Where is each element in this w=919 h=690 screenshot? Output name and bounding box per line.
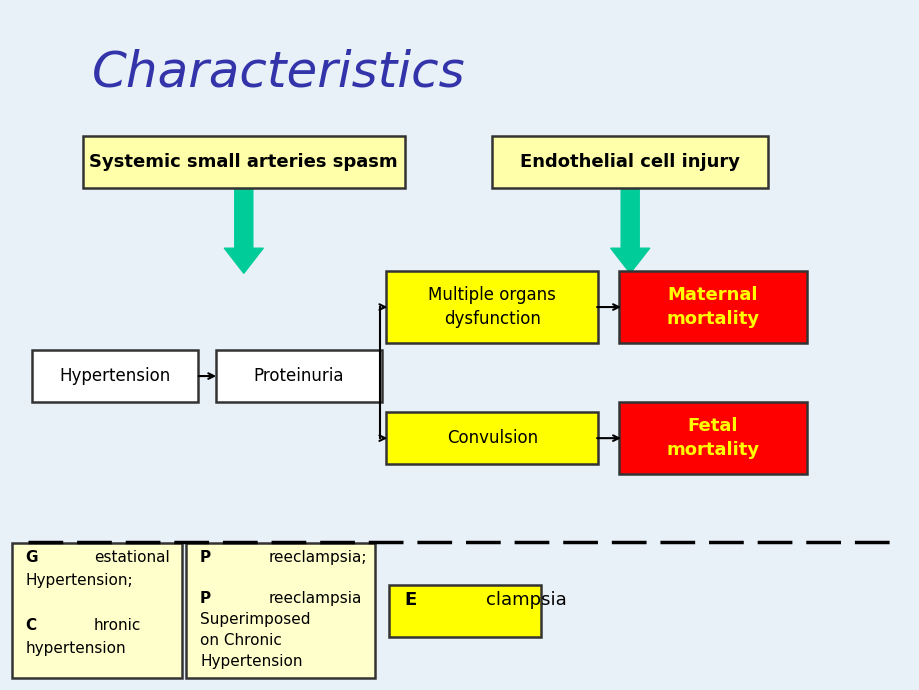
Text: on Chronic: on Chronic bbox=[200, 633, 281, 648]
Text: Convulsion: Convulsion bbox=[446, 429, 538, 447]
FancyBboxPatch shape bbox=[386, 413, 597, 464]
Text: Endothelial cell injury: Endothelial cell injury bbox=[519, 153, 740, 171]
Text: Superimposed: Superimposed bbox=[200, 612, 311, 627]
FancyBboxPatch shape bbox=[32, 351, 198, 402]
Text: reeclampsia;: reeclampsia; bbox=[268, 550, 367, 565]
FancyBboxPatch shape bbox=[492, 137, 767, 188]
FancyBboxPatch shape bbox=[186, 544, 375, 678]
FancyBboxPatch shape bbox=[216, 351, 381, 402]
FancyBboxPatch shape bbox=[389, 585, 540, 636]
FancyBboxPatch shape bbox=[618, 271, 807, 344]
Text: C: C bbox=[26, 618, 37, 633]
Text: Proteinuria: Proteinuria bbox=[254, 367, 344, 385]
Text: P: P bbox=[200, 550, 211, 565]
Text: Multiple organs
dysfunction: Multiple organs dysfunction bbox=[428, 286, 555, 328]
Text: Maternal
mortality: Maternal mortality bbox=[665, 286, 759, 328]
FancyBboxPatch shape bbox=[83, 137, 404, 188]
FancyBboxPatch shape bbox=[386, 271, 597, 344]
Text: Hypertension;: Hypertension; bbox=[26, 573, 132, 588]
FancyBboxPatch shape bbox=[618, 402, 807, 475]
Text: Systemic small arteries spasm: Systemic small arteries spasm bbox=[89, 153, 398, 171]
Text: reeclampsia: reeclampsia bbox=[268, 591, 362, 607]
Text: Hypertension: Hypertension bbox=[60, 367, 170, 385]
Text: G: G bbox=[26, 550, 38, 565]
FancyBboxPatch shape bbox=[12, 544, 182, 678]
Text: Hypertension: Hypertension bbox=[200, 653, 302, 669]
Text: hypertension: hypertension bbox=[26, 641, 126, 656]
FancyArrowPatch shape bbox=[610, 187, 649, 273]
Text: hronic: hronic bbox=[94, 618, 142, 633]
FancyArrowPatch shape bbox=[224, 187, 263, 273]
Text: Characteristics: Characteristics bbox=[92, 48, 465, 97]
Text: estational: estational bbox=[94, 550, 170, 565]
Text: E: E bbox=[404, 591, 416, 609]
Text: clampsia: clampsia bbox=[485, 591, 566, 609]
Text: Fetal
mortality: Fetal mortality bbox=[665, 417, 759, 459]
Text: P: P bbox=[200, 591, 211, 607]
